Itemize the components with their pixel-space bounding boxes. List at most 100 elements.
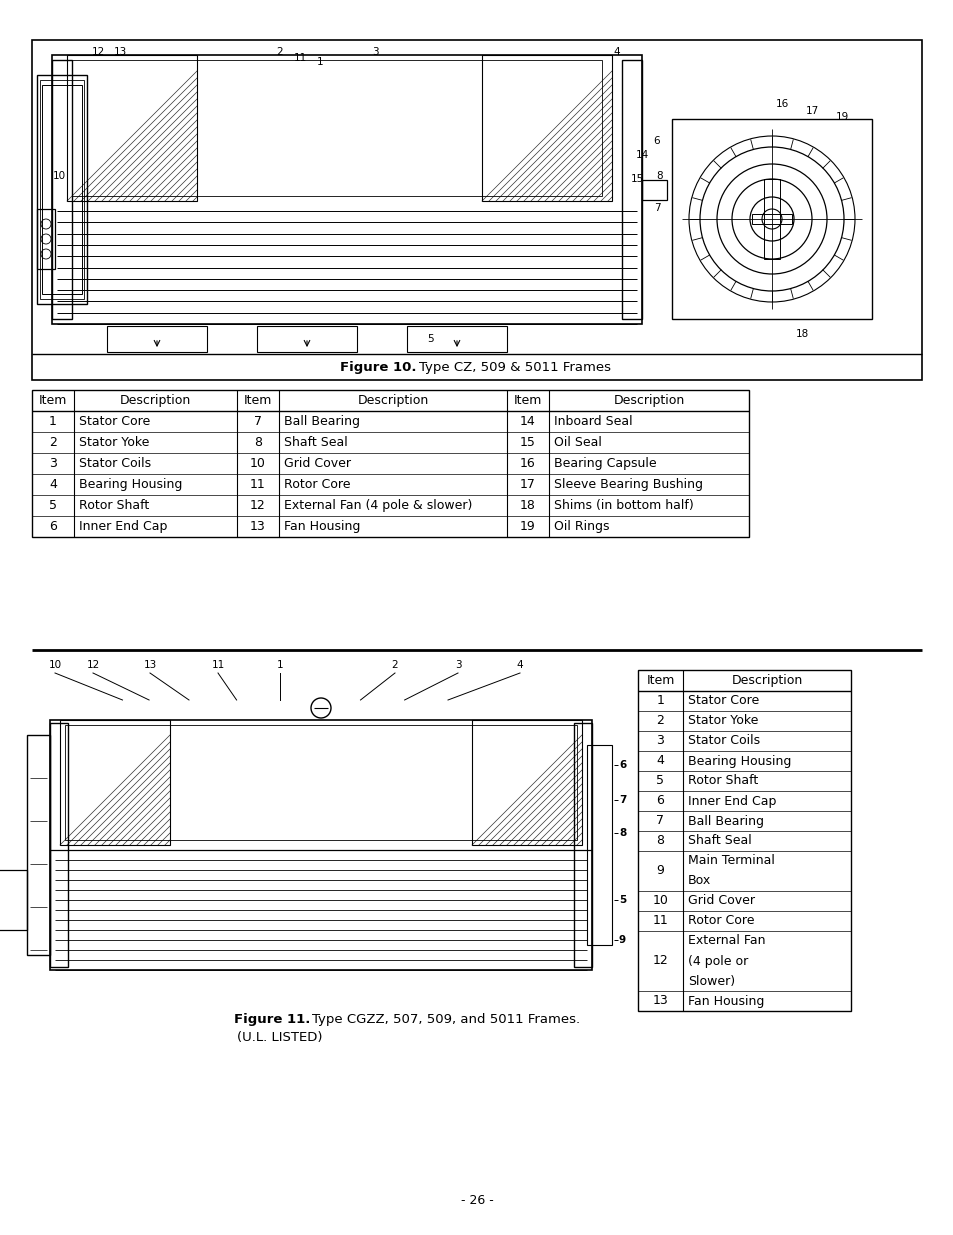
Text: Box: Box [687, 874, 711, 888]
Text: Oil Seal: Oil Seal [554, 436, 601, 450]
Text: 12: 12 [87, 659, 99, 671]
Text: Rotor Shaft: Rotor Shaft [687, 774, 758, 788]
Text: Ball Bearing: Ball Bearing [284, 415, 359, 429]
Text: Shims (in bottom half): Shims (in bottom half) [554, 499, 693, 513]
Text: Slower): Slower) [687, 974, 735, 988]
Text: 4: 4 [517, 659, 523, 671]
Bar [32, 390, 748, 537]
Text: Inner End Cap: Inner End Cap [687, 794, 776, 808]
Bar [641, 179, 666, 200]
Bar [107, 326, 207, 352]
Text: 13: 13 [143, 659, 156, 671]
Text: Stator Core: Stator Core [79, 415, 150, 429]
Text: 7: 7 [656, 815, 664, 827]
Text: 18: 18 [519, 499, 536, 513]
Bar [71, 61, 601, 196]
Text: Stator Coils: Stator Coils [687, 735, 760, 747]
Text: 3: 3 [455, 659, 461, 671]
Text: 3: 3 [372, 47, 378, 57]
Text: 10: 10 [652, 894, 668, 908]
Text: 8: 8 [656, 172, 662, 182]
Bar [0, 869, 27, 930]
Text: (U.L. LISTED): (U.L. LISTED) [237, 1031, 322, 1045]
Text: 8: 8 [253, 436, 262, 450]
Text: Sleeve Bearing Bushing: Sleeve Bearing Bushing [554, 478, 702, 492]
Text: Oil Rings: Oil Rings [554, 520, 609, 534]
Text: Inner End Cap: Inner End Cap [79, 520, 167, 534]
Text: External Fan: External Fan [687, 935, 764, 947]
Text: Item: Item [645, 674, 674, 687]
Text: 11: 11 [250, 478, 266, 492]
Text: 11: 11 [212, 659, 224, 671]
Text: 3: 3 [49, 457, 57, 471]
Bar [621, 61, 641, 319]
Text: 8: 8 [618, 827, 625, 837]
Text: 3: 3 [656, 735, 663, 747]
Bar [751, 214, 791, 224]
Bar [27, 735, 50, 955]
Text: Item: Item [244, 394, 272, 408]
Bar [40, 80, 84, 299]
Text: 10: 10 [52, 172, 66, 182]
Text: 13: 13 [250, 520, 266, 534]
Text: Description: Description [120, 394, 191, 408]
Text: Ball Bearing: Ball Bearing [687, 815, 763, 827]
Text: 8: 8 [656, 835, 664, 847]
Bar [574, 722, 592, 967]
Text: 18: 18 [795, 329, 808, 338]
Bar [671, 119, 871, 319]
Text: Fan Housing: Fan Housing [284, 520, 360, 534]
Text: 4: 4 [49, 478, 57, 492]
Text: Description: Description [357, 394, 428, 408]
Text: 11: 11 [294, 53, 306, 63]
Text: 2: 2 [392, 659, 398, 671]
Bar [60, 720, 170, 845]
Text: Type CGZZ, 507, 509, and 5011 Frames.: Type CGZZ, 507, 509, and 5011 Frames. [312, 1014, 579, 1026]
Text: 1: 1 [316, 57, 323, 67]
Bar [50, 722, 68, 967]
Text: 19: 19 [519, 520, 536, 534]
Text: 6: 6 [49, 520, 57, 534]
Bar [37, 75, 87, 304]
Text: 12: 12 [250, 499, 266, 513]
Text: 4: 4 [656, 755, 663, 767]
Text: 14: 14 [635, 149, 648, 161]
Text: 11: 11 [652, 914, 668, 927]
Text: Shaft Seal: Shaft Seal [687, 835, 751, 847]
Text: 14: 14 [519, 415, 536, 429]
Text: 16: 16 [519, 457, 536, 471]
Text: 6: 6 [653, 136, 659, 146]
Text: Item: Item [39, 394, 67, 408]
Text: (4 pole or: (4 pole or [687, 955, 747, 967]
Text: Stator Yoke: Stator Yoke [687, 715, 758, 727]
Bar [50, 720, 592, 969]
Bar [586, 745, 612, 945]
Text: 7: 7 [653, 204, 659, 214]
Text: 2: 2 [656, 715, 663, 727]
Bar [638, 671, 850, 1011]
Text: 12: 12 [652, 955, 668, 967]
Bar [472, 720, 581, 845]
Text: 15: 15 [630, 174, 643, 184]
Text: Bearing Housing: Bearing Housing [687, 755, 791, 767]
Text: Item: Item [514, 394, 541, 408]
Text: Stator Coils: Stator Coils [79, 457, 151, 471]
Bar [65, 725, 577, 840]
Text: External Fan (4 pole & slower): External Fan (4 pole & slower) [284, 499, 472, 513]
Text: 12: 12 [91, 47, 105, 57]
Text: 6: 6 [656, 794, 663, 808]
Text: 17: 17 [519, 478, 536, 492]
Text: Stator Yoke: Stator Yoke [79, 436, 150, 450]
Text: 17: 17 [804, 106, 818, 116]
Bar [256, 326, 356, 352]
Bar [481, 56, 612, 201]
Text: Type CZ, 509 & 5011 Frames: Type CZ, 509 & 5011 Frames [418, 361, 610, 373]
Text: Fan Housing: Fan Housing [687, 994, 763, 1008]
Text: Main Terminal: Main Terminal [687, 855, 774, 867]
Bar [37, 209, 55, 269]
Text: 4: 4 [613, 47, 619, 57]
Text: 15: 15 [519, 436, 536, 450]
Bar [32, 40, 921, 380]
Text: - 26 -: - 26 - [460, 1193, 493, 1207]
Text: 6: 6 [618, 760, 625, 769]
